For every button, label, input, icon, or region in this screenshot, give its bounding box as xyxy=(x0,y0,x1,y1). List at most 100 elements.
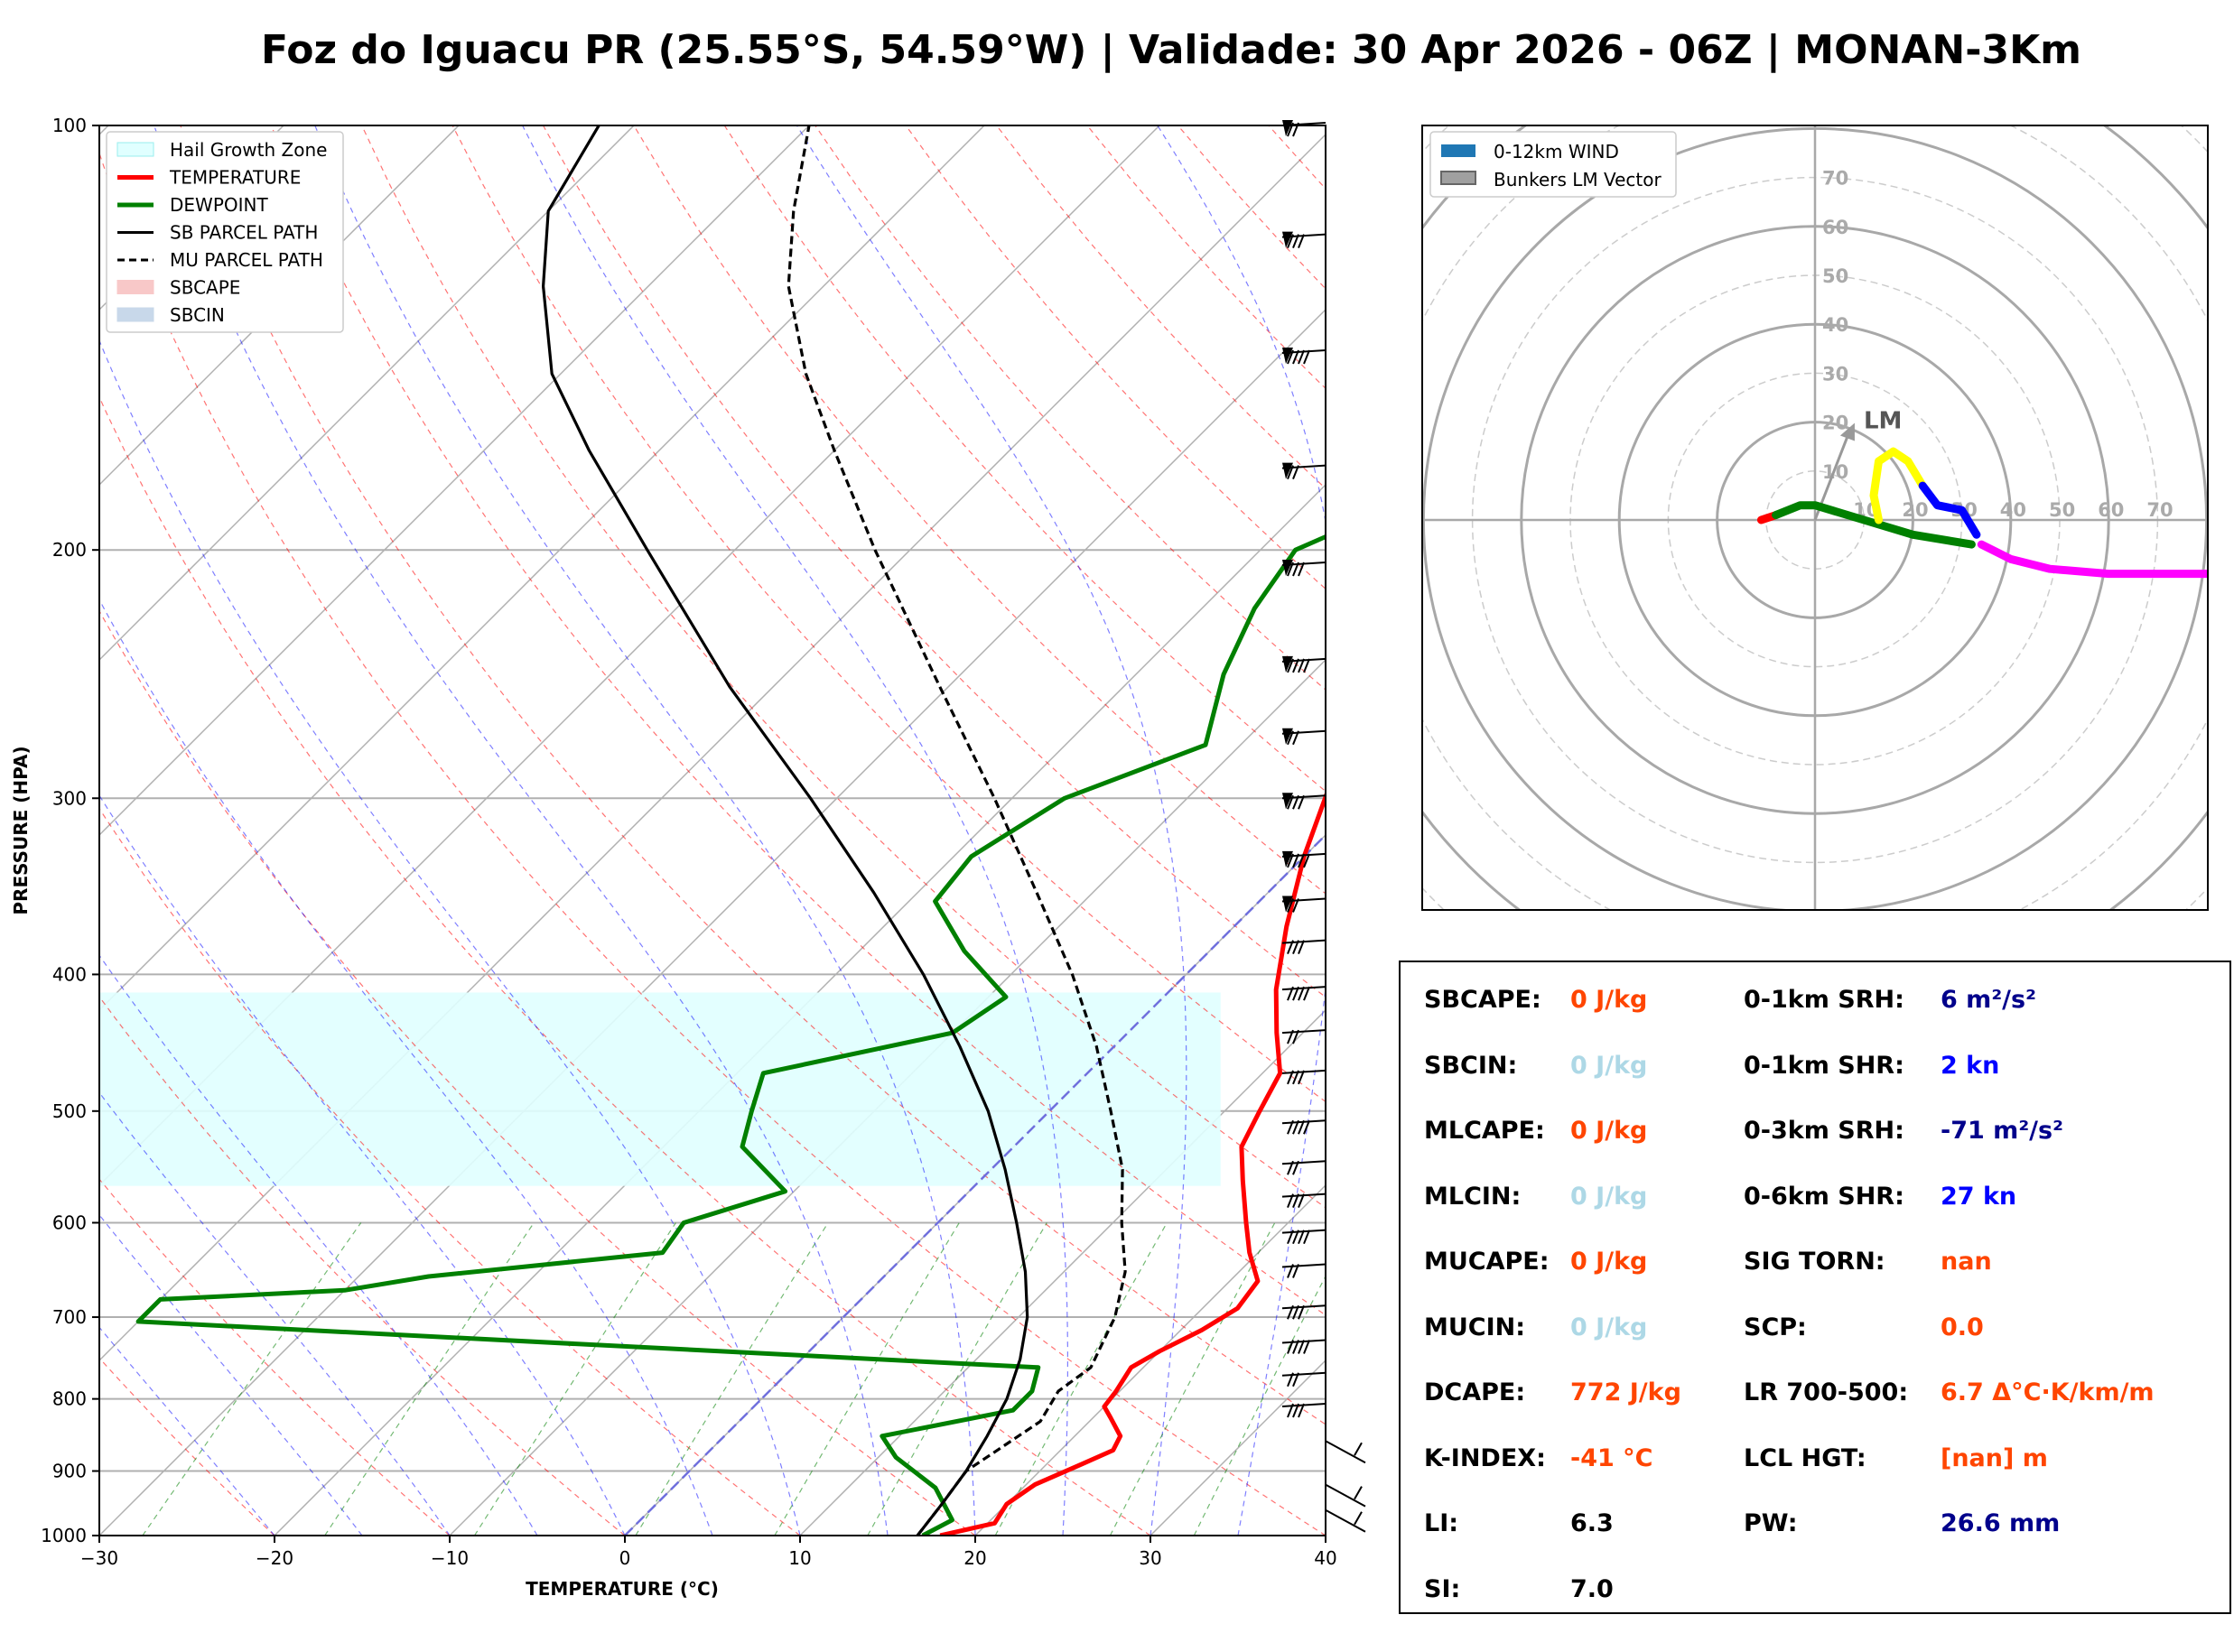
mixing-ratio-line xyxy=(1193,1275,1326,1536)
x-axis-label: TEMPERATURE (°C) xyxy=(526,1578,719,1600)
stat-value: 0 J/kg xyxy=(1570,1182,1648,1211)
skewt-frame xyxy=(98,125,1326,1536)
legend-label: DEWPOINT xyxy=(170,194,268,216)
wind-barb xyxy=(1281,850,1326,868)
isotherm-line xyxy=(99,125,460,487)
skewt-plot-area xyxy=(99,125,1326,1536)
stat-value: 0 J/kg xyxy=(1570,1248,1648,1276)
hail-growth-zone xyxy=(99,992,1221,1186)
stat-value: [nan] m xyxy=(1941,1443,2048,1472)
hodograph-segment xyxy=(1869,447,1927,524)
wind-barb xyxy=(1325,1508,1366,1533)
axis-label: 70 xyxy=(2146,499,2173,521)
stat-value: 27 kn xyxy=(1941,1182,2017,1211)
ring-label: 40 xyxy=(1822,314,1848,336)
x-tick-label: −30 xyxy=(80,1547,118,1569)
stat-label: LCL HGT: xyxy=(1744,1443,1866,1472)
dry-adiabat xyxy=(361,125,1326,1209)
stat-label: SBCAPE: xyxy=(1424,986,1541,1014)
wind-barb xyxy=(1281,231,1326,249)
hodograph-segment xyxy=(1772,501,1976,549)
isotherm-line xyxy=(99,125,1160,1187)
wind-barb xyxy=(1281,1193,1326,1208)
stat-label: LI: xyxy=(1424,1509,1459,1537)
stat-value: 6 m²/s² xyxy=(1941,986,2036,1014)
axis-label: 40 xyxy=(2000,499,2026,521)
legend-swatch xyxy=(116,142,154,157)
ring-label: 20 xyxy=(1822,413,1848,434)
mixing-ratio-line xyxy=(473,1222,676,1536)
stat-value: -71 m²/s² xyxy=(1941,1117,2063,1145)
axis-label: 50 xyxy=(2049,499,2075,521)
legend-swatch xyxy=(1441,144,1475,157)
wind-barb xyxy=(1281,1029,1326,1044)
mixing-ratio-line xyxy=(774,1222,960,1536)
wind-barb xyxy=(1281,120,1326,137)
moist-adiabat xyxy=(99,954,538,1536)
ring-label: 50 xyxy=(1822,265,1848,287)
legend-label: SBCAPE xyxy=(170,277,240,299)
stat-label: SBCIN: xyxy=(1424,1051,1518,1080)
x-tick-label: −20 xyxy=(256,1547,293,1569)
x-tick-label: 40 xyxy=(1314,1547,1336,1569)
moist-adiabat xyxy=(99,339,801,1536)
stat-label: 0-6km SHR: xyxy=(1744,1182,1904,1211)
x-tick-label: 30 xyxy=(1139,1547,1161,1569)
sb-parcel-path-line xyxy=(541,125,1029,1536)
x-tick-label: −10 xyxy=(431,1547,469,1569)
wind-barb xyxy=(1281,1263,1326,1278)
stat-label: DCAPE: xyxy=(1424,1378,1526,1406)
wind-barb xyxy=(1281,1371,1326,1387)
y-tick-label: 800 xyxy=(52,1388,87,1410)
moist-adiabat xyxy=(1157,125,1326,1536)
stat-label: SI: xyxy=(1424,1574,1461,1603)
hodograph-segment xyxy=(1977,540,2208,579)
stat-value: 0.0 xyxy=(1941,1313,1984,1341)
ring-label: 60 xyxy=(1822,217,1848,238)
isotherm-line xyxy=(99,308,1326,1536)
dewpoint-line xyxy=(135,534,1326,1536)
stat-label: MUCAPE: xyxy=(1424,1248,1550,1276)
moist-adiabat xyxy=(314,125,976,1536)
lm-arrowhead xyxy=(1839,422,1855,441)
stat-label: SCP: xyxy=(1744,1313,1807,1341)
isotherm-line xyxy=(99,125,635,662)
stat-value: nan xyxy=(1941,1248,1992,1276)
isotherm-line xyxy=(974,1183,1326,1536)
stat-label: MUCIN: xyxy=(1424,1313,1526,1341)
mu-parcel-path-line xyxy=(787,125,1127,1536)
wind-barb xyxy=(1281,655,1326,673)
x-tick-label: 20 xyxy=(963,1547,986,1569)
axis-label: 20 xyxy=(1902,499,1928,521)
stat-value: 26.6 mm xyxy=(1941,1509,2061,1537)
isotherm-line xyxy=(799,1008,1326,1536)
y-tick-label: 600 xyxy=(52,1211,87,1233)
legend-label: TEMPERATURE xyxy=(169,167,301,189)
mixing-ratio-line xyxy=(142,1222,362,1536)
temperature-line xyxy=(939,790,1326,1536)
wind-barb xyxy=(1281,793,1326,810)
dry-adiabat xyxy=(542,125,1326,998)
wind-barb xyxy=(1281,462,1326,479)
stat-label: MLCAPE: xyxy=(1424,1117,1545,1145)
dry-adiabat xyxy=(270,125,1326,1316)
legend-swatch xyxy=(1440,171,1476,185)
hodograph-frame xyxy=(1421,125,2209,911)
legend-swatch xyxy=(116,307,154,322)
wind-barb xyxy=(1281,939,1326,954)
stat-value: -41 °C xyxy=(1570,1443,1653,1472)
dry-adiabat xyxy=(99,609,976,1536)
mixing-ratio-line xyxy=(1109,1222,1276,1536)
hodograph-segment xyxy=(1918,481,1981,539)
x-tick-label: 10 xyxy=(788,1547,811,1569)
x-tick-label: 0 xyxy=(619,1547,631,1569)
dry-adiabat xyxy=(633,125,1326,895)
wind-barb xyxy=(1281,1229,1326,1245)
moist-adiabat xyxy=(522,125,1069,1536)
wind-barb xyxy=(1281,896,1326,913)
stat-value: 6.7 Δ°C·K/km/m xyxy=(1941,1378,2155,1406)
wind-barb xyxy=(1281,728,1326,746)
stat-value: 0 J/kg xyxy=(1570,1051,1648,1080)
